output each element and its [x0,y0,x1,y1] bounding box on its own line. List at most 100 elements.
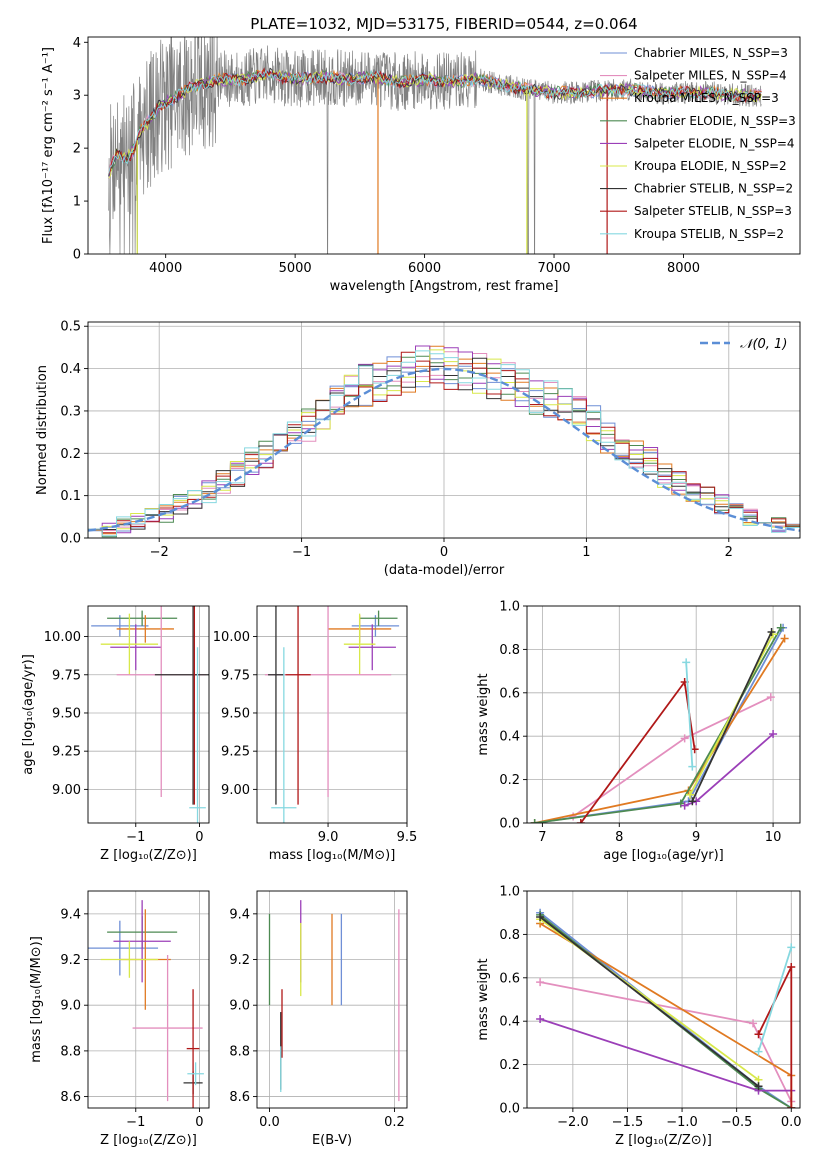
legend-entry: Salpeter STELIB, N_SSP=3 [634,204,792,218]
y-tick-label: 0.6 [499,971,520,986]
weight-series-salpeter-miles [569,693,775,821]
y-tick-label: 0.6 [499,686,520,701]
y-axis-label: mass [log₁₀(M/M⊙)] [29,936,44,1063]
x-tick-label: 8 [615,830,623,845]
plot-area [88,345,800,538]
weight-point [680,801,689,810]
x-tick-label: −1 [126,1115,145,1130]
errorbar-salpeter-miles [132,954,203,1102]
x-tick-label: −1.5 [612,1115,644,1130]
errorbar-salpeter-elodie [113,900,171,983]
x-tick-label: 0.0 [259,1115,280,1130]
weight-point [680,734,689,743]
y-axis-label: mass weight [476,958,491,1040]
histogram-kroupa-elodie [88,349,800,538]
legend-entry: Salpeter ELODIE, N_SSP=4 [634,136,795,150]
weight-series-chabrier-stelib [688,628,776,806]
x-axis-label: Z [log₁₀(Z/Z⊙)] [100,848,197,863]
y-tick-label: 9.4 [229,907,250,922]
y-tick-label: 8.8 [229,1044,250,1059]
x-tick-label: 0.0 [781,1115,802,1130]
weight-point [787,962,796,971]
weight-vs-metallicity-panel: −2.0 −1.5 −1.0 −0.5 0.0 0.0 0.2 0.4 0.6 0.8 1.0 Z [… [476,885,802,1149]
weight-point [569,812,578,821]
weight-series-chabrier-elodie [530,623,785,823]
plot-area [108,37,762,254]
weight-vs-age-panel: 7 8 9 10 0.0 0.2 0.4 0.6 0.8 1.0 age [log₁₀(age/yr… [476,600,801,863]
x-tick-label: 0 [195,1115,203,1130]
weight-line [691,631,773,802]
y-axis-label: Normed distribution [35,365,50,495]
age-vs-mass-panel: 9.0 9.5 9.00 9.25 9.50 9.75 10.00 mass [log₁₀(M… [213,605,417,863]
weight-point [766,693,775,702]
weight-point [688,762,697,771]
axes-frame: −1 0 9.00 9.25 9.50 9.75 10.00 Z [log₁₀(Z/Z⊙)] a… [21,605,210,863]
weight-series-salpeter-stelib [754,962,796,1108]
y-tick-label: 0.8 [499,928,520,943]
y-tick-label: 0.4 [499,730,520,745]
errorbar-chabrier-stelib [154,606,209,805]
axes-frame: 0.0 0.2 8.6 8.8 9.0 9.2 9.4 E(B-V) [229,890,408,1148]
y-tick-label: 8.8 [60,1044,81,1059]
weight-point [787,1104,796,1108]
y-tick-label: 1.0 [499,600,520,615]
errorbar-salpeter-stelib [186,989,200,1108]
residuals-panel: −2 −1 0 1 2 0.0 0.1 0.2 0.3 0.4 0.5 (data-model)/er… [35,320,801,578]
weight-point [769,730,778,739]
weight-series-kroupa-elodie [686,630,778,799]
axes-frame: 4000 5000 6000 7000 8000 0 1 2 3 4 wavelength [Ang… [41,36,801,294]
y-tick-label: 0.5 [60,320,81,335]
axes-border [526,890,801,1109]
legend-entry: Kroupa STELIB, N_SSP=2 [634,227,784,241]
axes-border [87,890,210,1109]
weight-line [539,916,760,1088]
plot-area [91,606,209,823]
y-tick-label: 0.4 [499,1015,520,1030]
y-tick-label: 9.75 [221,668,250,683]
y-tick-label: 0.8 [499,643,520,658]
axes-border [526,605,801,824]
y-tick-label: 9.75 [52,668,81,683]
y-tick-label: 9.50 [221,706,250,721]
y-tick-label: 0.0 [499,1102,520,1117]
y-tick-label: 8.6 [229,1090,250,1105]
weight-series-kroupa-stelib [754,943,796,1056]
x-tick-label: 0 [440,545,448,560]
y-tick-label: 10.00 [44,630,81,645]
histogram-kroupa-stelib [88,350,800,538]
weight-point [688,797,697,806]
spectrum-panel: 4000 5000 6000 7000 8000 0 1 2 3 4 wavelength [Ang… [41,36,801,294]
x-tick-label: 2 [725,545,733,560]
x-tick-label: 9 [692,830,700,845]
weight-point [536,913,545,922]
x-tick-label: 9.0 [318,830,339,845]
x-axis-label: mass [log₁₀(M/M⊙)] [269,848,396,863]
errorbar-salpeter-stelib [285,606,311,805]
errorbar-kroupa-elodie [100,613,159,675]
x-tick-label: 6000 [408,261,441,276]
x-axis-label: wavelength [Angstrom, rest frame] [330,279,559,294]
y-tick-label: 0.2 [499,1058,520,1073]
x-tick-label: 0 [195,830,203,845]
axes-border [256,890,408,1109]
legend-entry: Kroupa MILES, N_SSP=3 [634,91,779,105]
x-tick-label: −1 [292,545,311,560]
model-spectrum-salpeter-stelib [108,67,762,175]
plot-area [264,606,400,823]
weight-point [682,658,691,667]
x-axis-label: (data-model)/error [384,563,505,578]
y-tick-label: 9.00 [221,783,250,798]
weight-point [767,628,776,637]
y-tick-label: 0.2 [60,447,81,462]
x-tick-label: −1.0 [666,1115,698,1130]
weight-point [536,1015,545,1024]
y-tick-label: 9.4 [60,907,81,922]
weight-series-chabrier-stelib [536,913,763,1091]
x-tick-label: −2.0 [557,1115,589,1130]
y-tick-label: 0.0 [499,817,520,832]
plot-area [536,908,796,1108]
y-tick-label: 9.2 [60,953,81,968]
x-tick-label: 7 [538,830,546,845]
